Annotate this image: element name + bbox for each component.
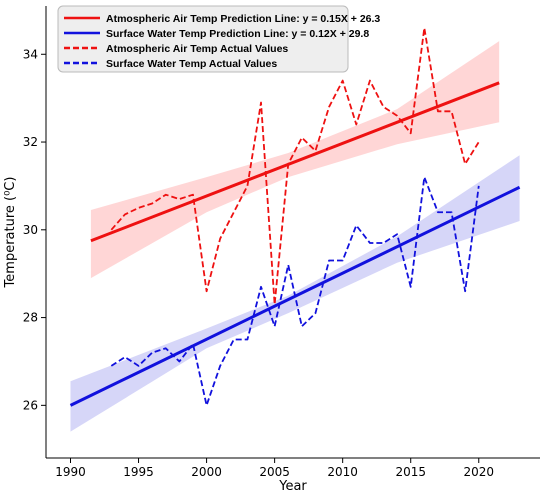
x-tick-label: 2000 [191, 465, 222, 479]
y-tick-label: 30 [23, 223, 38, 237]
x-axis-ticks: 1990 1995 2000 2005 2010 2015 2020 [55, 458, 494, 479]
legend-label: Surface Water Temp Actual Values [106, 58, 277, 70]
x-axis-label: Year [278, 479, 307, 494]
legend-label: Surface Water Temp Prediction Line: y = … [106, 28, 369, 40]
prediction-line-2 [69, 185, 521, 407]
chart-axes: 1990 1995 2000 2005 2010 2015 2020 2628303234 … [3, 6, 540, 494]
y-tick-label: 32 [23, 135, 38, 149]
legend-label: Atmospheric Air Temp Prediction Line: y … [106, 13, 380, 25]
x-tick-label: 1995 [123, 465, 154, 479]
series-lines [69, 27, 521, 407]
x-tick-label: 2005 [259, 465, 290, 479]
x-tick-label: 2010 [327, 465, 358, 479]
y-tick-label: 28 [23, 311, 38, 325]
y-tick-label: 34 [23, 47, 38, 61]
x-tick-label: 1990 [55, 465, 86, 479]
y-axis-label: Temperature (⁰C) [3, 177, 18, 289]
y-tick-label: 26 [23, 398, 38, 412]
x-tick-label: 2015 [395, 465, 426, 479]
legend-label: Atmospheric Air Temp Actual Values [106, 43, 288, 55]
legend: Atmospheric Air Temp Prediction Line: y … [57, 5, 380, 73]
actual-values-line-3 [110, 27, 480, 306]
legend-box [57, 5, 349, 73]
prediction-line-1 [90, 81, 500, 243]
y-axis-ticks: 26 28 30 32 34 [23, 47, 46, 412]
x-tick-label: 2020 [463, 465, 494, 479]
confidence-band-1 [90, 41, 500, 279]
legend-items: Atmospheric Air Temp Prediction Line: y … [64, 13, 380, 70]
